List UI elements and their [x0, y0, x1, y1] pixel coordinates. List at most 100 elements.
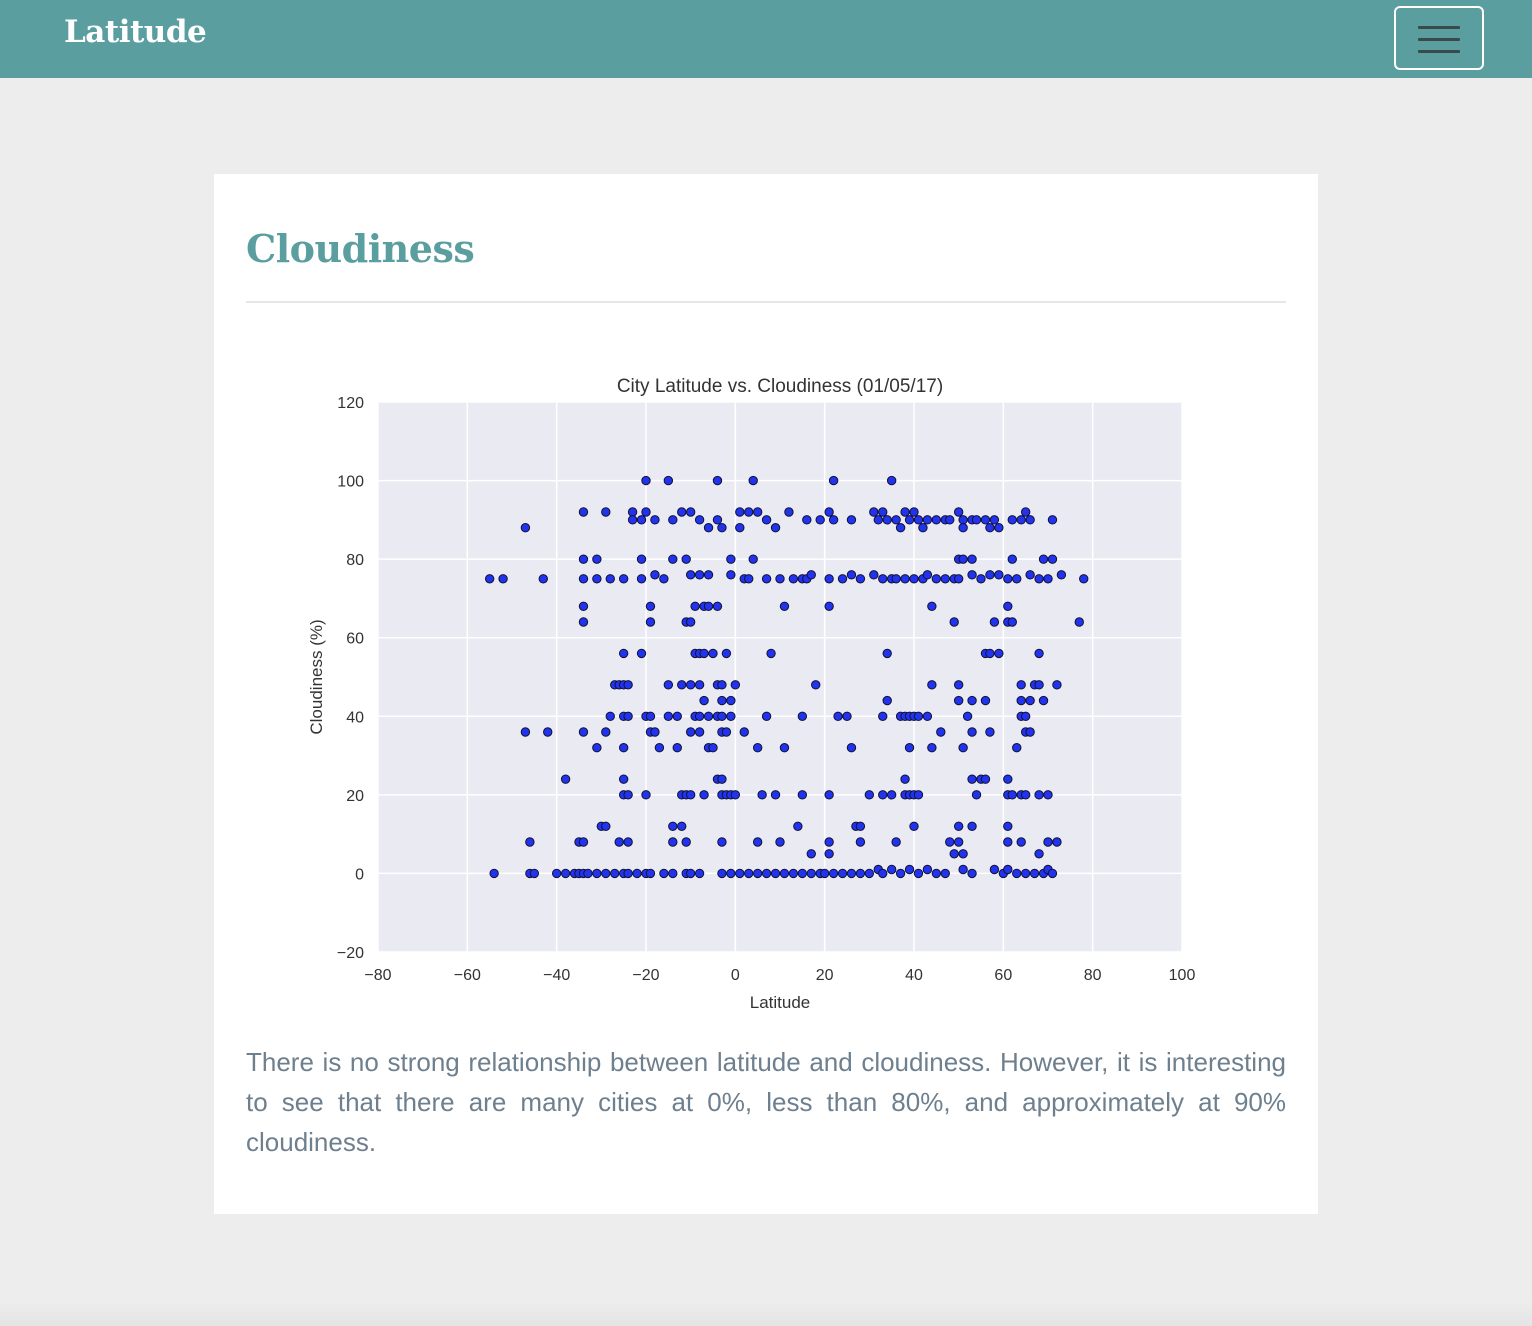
data-point — [618, 743, 629, 753]
data-point — [1034, 790, 1044, 800]
data-point — [922, 515, 933, 525]
data-point — [699, 695, 709, 706]
data-point — [788, 868, 799, 879]
data-point — [721, 727, 732, 737]
data-point — [846, 743, 857, 753]
x-tick-label: 80 — [1084, 967, 1102, 984]
data-point — [636, 515, 647, 525]
data-point — [681, 837, 691, 847]
data-point — [989, 617, 1000, 627]
data-point — [815, 515, 825, 525]
data-point — [529, 868, 540, 879]
data-point — [1016, 680, 1026, 690]
menu-bar-bottom — [1418, 50, 1460, 53]
navbar-brand[interactable]: Latitude — [64, 14, 207, 50]
data-point — [645, 617, 656, 627]
data-point — [1034, 680, 1044, 690]
x-tick-label: −20 — [632, 967, 659, 984]
data-point — [650, 570, 660, 580]
data-point — [824, 849, 834, 859]
data-point — [668, 515, 678, 525]
data-point — [752, 868, 763, 879]
data-point — [779, 601, 790, 611]
page-footer-shade — [0, 1302, 1532, 1326]
data-point — [806, 849, 816, 859]
data-point — [882, 695, 892, 706]
data-point — [904, 515, 915, 525]
data-point — [632, 868, 642, 879]
data-point — [953, 507, 964, 517]
data-point — [618, 774, 629, 784]
data-point — [712, 601, 723, 611]
data-point — [1020, 790, 1031, 800]
data-point — [976, 574, 986, 584]
data-point — [797, 711, 808, 721]
data-point — [641, 790, 651, 800]
data-point — [824, 601, 834, 611]
data-point — [663, 475, 674, 486]
data-point — [828, 475, 839, 486]
data-point — [886, 864, 897, 875]
data-point — [824, 507, 834, 517]
data-point — [592, 574, 602, 584]
data-point — [811, 680, 821, 690]
data-point — [668, 821, 678, 831]
data-point — [779, 868, 790, 879]
data-point — [833, 711, 843, 721]
data-point — [949, 849, 959, 859]
data-point — [1020, 711, 1031, 721]
data-point — [1034, 849, 1044, 859]
hamburger-menu-icon[interactable] — [1394, 6, 1484, 70]
data-point — [601, 868, 611, 879]
data-point — [806, 868, 816, 879]
data-point — [717, 523, 727, 533]
y-tick-label: 80 — [346, 552, 364, 569]
data-point — [636, 648, 647, 659]
data-point — [703, 523, 714, 533]
data-point — [980, 515, 991, 525]
data-point — [967, 821, 977, 831]
data-point — [1074, 617, 1084, 627]
data-point — [940, 574, 950, 584]
data-point — [708, 743, 718, 753]
data-point — [878, 507, 888, 517]
data-point — [828, 868, 839, 879]
data-point — [623, 680, 633, 690]
x-tick-label: −60 — [454, 967, 481, 984]
data-point — [1003, 837, 1013, 847]
data-point — [645, 868, 656, 879]
data-point — [878, 790, 888, 800]
data-point — [694, 515, 705, 525]
data-point — [735, 868, 745, 879]
data-point — [886, 475, 897, 486]
data-point — [672, 711, 682, 721]
data-point — [685, 507, 696, 517]
data-point — [958, 849, 968, 859]
data-point — [578, 554, 589, 564]
y-tick-label: 20 — [346, 788, 364, 805]
data-point — [967, 695, 977, 706]
data-point — [744, 868, 754, 879]
data-point — [761, 868, 772, 879]
data-point — [699, 790, 709, 800]
data-point — [931, 515, 942, 525]
data-point — [819, 868, 830, 879]
data-point — [779, 743, 790, 753]
content-card: Cloudiness −80 −60 −40 −20 0 20 40 60 80 100 −20 0… — [214, 174, 1318, 1214]
data-point — [980, 695, 991, 706]
data-point — [824, 837, 834, 847]
data-point — [583, 868, 593, 879]
data-point — [520, 523, 531, 533]
data-point — [578, 601, 589, 611]
data-point — [685, 617, 696, 627]
data-point — [967, 868, 977, 879]
data-point — [730, 790, 741, 800]
data-point — [962, 711, 973, 721]
data-point — [654, 743, 665, 753]
data-point — [708, 648, 718, 659]
data-point — [953, 821, 964, 831]
data-point — [953, 680, 964, 690]
data-point — [703, 711, 714, 721]
data-point — [623, 711, 633, 721]
data-point — [721, 648, 732, 659]
